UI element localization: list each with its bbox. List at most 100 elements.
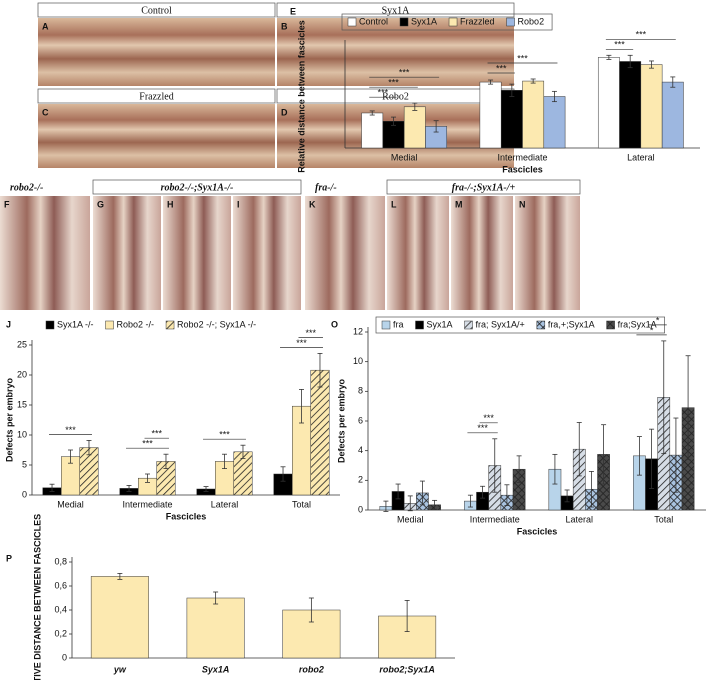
caption-box [386,179,581,195]
micrograph [233,196,301,310]
legend-label: fra [393,319,404,329]
y-axis-label: Relative distance between fascicles [296,20,306,173]
panel-letter: A [42,21,49,31]
panel-letter: H [167,199,174,209]
x-axis-label: Fascicles [502,164,543,174]
micrograph [387,196,449,310]
bar [500,90,523,149]
bar [543,96,566,149]
micrograph [93,196,161,310]
significance-label: *** [142,439,153,449]
caption: Frazzled [139,91,173,102]
y-axis-label: Defects per embryo [4,377,14,462]
caption: robo2-/-;Syx1A-/- [161,182,234,193]
significance-label: *** [65,425,76,435]
y-tick-label: 6 [358,415,363,425]
legend-label: Robo2 -/- [117,319,155,329]
y-tick-label: 20 [17,369,27,379]
bar [597,57,620,149]
bar [479,81,502,149]
x-tick-label: yw [113,664,127,674]
legend-swatch [606,320,615,330]
legend-swatch [381,320,391,330]
panel-letter: M [455,199,463,209]
micrograph [515,196,580,310]
legend-swatch [415,320,424,330]
y-tick-label: 12 [353,326,363,336]
caption-box [276,2,515,18]
panel-letter: F [4,199,10,209]
x-tick-label: Lateral [627,152,655,162]
x-tick-label: robo2 [299,664,324,674]
x-axis-label: Fascicles [517,526,558,536]
x-tick-label: Lateral [211,499,239,509]
caption-box [37,2,276,18]
significance-label: *** [296,338,307,348]
legend-swatch [165,320,175,330]
legend-swatch [347,17,357,27]
micrograph [38,104,275,168]
y-tick-label: 0 [62,652,67,662]
significance-label: *** [636,30,647,40]
y-axis-label: Defects per embryo [336,378,346,463]
bar [661,81,684,149]
y-axis-label: RELATIVE DISTANCE BETWEEN FASCICLES [32,514,42,680]
x-tick-label: Total [654,514,673,524]
panel-letter: J [6,319,11,329]
x-tick-label: Intermediate [122,499,172,509]
y-tick-label: 0,8 [54,556,67,566]
panel-letter: P [6,553,12,563]
y-tick-label: 0,6 [54,580,67,590]
panel-letter: G [97,199,104,209]
x-tick-label: Syx1A [202,664,230,674]
y-tick-label: 25 [17,339,27,349]
micrograph [0,196,90,310]
significance-label: *** [388,78,399,88]
x-tick-label: Lateral [565,514,593,524]
bar [640,64,663,149]
bar [361,112,384,149]
bar [403,106,426,149]
panel-letter: E [290,6,296,16]
y-tick-label: 5 [22,459,27,469]
bar [310,369,330,496]
y-tick-label: 15 [17,399,27,409]
significance-label: *** [496,63,507,73]
caption: Robo2 [382,91,409,102]
y-tick-label: 8 [358,386,363,396]
legend-swatch [464,320,473,330]
legend-swatch [399,17,409,27]
panel-letter: D [281,107,288,117]
x-tick-label: Intermediate [497,152,547,162]
y-tick-label: 10 [353,356,363,366]
x-tick-label: Intermediate [470,514,520,524]
significance-label: *** [517,53,528,63]
legend-swatch [448,17,458,27]
x-tick-label: Medial [391,152,418,162]
micrograph [38,18,275,86]
significance-label: *** [378,88,389,98]
legend-swatch [105,320,114,330]
x-tick-label: Medial [57,499,84,509]
y-tick-label: 4 [358,445,363,455]
legend-label: Control [359,16,388,26]
x-axis-label: Fascicles [166,511,207,521]
significance-label: *** [399,68,410,78]
panel-letter: N [519,199,526,209]
caption: robo2-/- [10,182,43,193]
significance-label: *** [219,430,230,440]
y-tick-label: 0,4 [54,604,67,614]
bar [186,597,245,659]
legend-label: Frazzled [460,16,495,26]
y-tick-label: 0 [358,504,363,514]
legend-label: fra; Syx1A/+ [476,319,525,329]
significance-label: * [650,325,654,335]
legend-label: Syx1A [411,16,437,26]
significance-label: *** [305,328,316,338]
micrograph [451,196,513,310]
legend-label: Syx1A -/- [57,319,94,329]
micrograph [163,196,231,310]
caption: Control [141,5,172,16]
panel-letter: I [237,199,240,209]
